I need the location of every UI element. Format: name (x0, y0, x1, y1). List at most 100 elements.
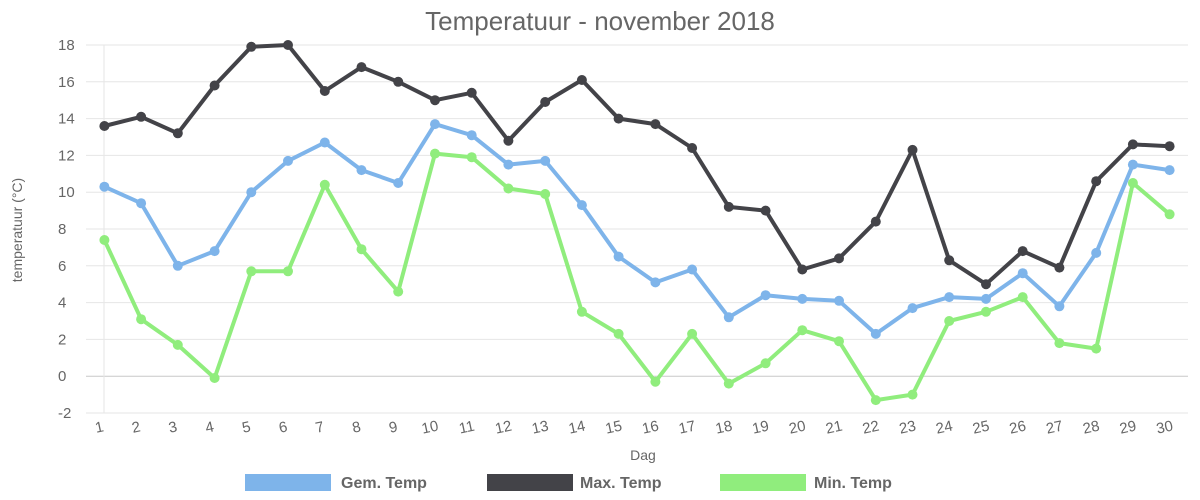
data-point[interactable] (687, 264, 698, 275)
data-point[interactable] (319, 86, 330, 96)
y-tick-label: 18 (58, 37, 75, 54)
data-point[interactable] (466, 152, 477, 163)
data-point[interactable] (1091, 247, 1102, 258)
data-point[interactable] (723, 201, 734, 212)
data-point[interactable] (209, 80, 220, 91)
data-point[interactable] (1054, 301, 1065, 312)
data-point[interactable] (356, 165, 367, 176)
data-point[interactable] (797, 264, 808, 275)
data-point[interactable] (723, 378, 734, 389)
data-point[interactable] (1017, 268, 1028, 279)
legend-item[interactable]: Min. Temp (720, 474, 892, 492)
data-point[interactable] (687, 328, 698, 339)
data-point[interactable] (246, 41, 257, 52)
data-point[interactable] (136, 198, 147, 209)
data-point[interactable] (870, 395, 881, 406)
data-point[interactable] (1054, 262, 1065, 273)
data-point[interactable] (981, 293, 991, 304)
x-tick-label: 6 (277, 418, 289, 436)
data-point[interactable] (172, 128, 183, 139)
data-point[interactable] (1127, 178, 1138, 188)
data-point[interactable] (576, 200, 587, 211)
data-point[interactable] (870, 328, 881, 339)
x-tick-label: 17 (677, 418, 697, 438)
data-point[interactable] (834, 336, 844, 347)
legend-item[interactable]: Gem. Temp (245, 474, 427, 492)
data-point[interactable] (503, 183, 514, 194)
data-point[interactable] (1127, 139, 1138, 150)
data-point[interactable] (760, 290, 771, 301)
data-point[interactable] (1164, 165, 1175, 176)
data-point[interactable] (650, 376, 661, 387)
data-point[interactable] (503, 135, 514, 146)
data-point[interactable] (246, 266, 257, 277)
data-point[interactable] (944, 292, 955, 303)
data-point[interactable] (430, 119, 440, 130)
data-point[interactable] (393, 76, 404, 87)
data-point[interactable] (1054, 338, 1065, 349)
data-point[interactable] (760, 205, 771, 216)
y-tick-label: 6 (58, 258, 66, 275)
data-point[interactable] (907, 389, 918, 400)
data-point[interactable] (1017, 246, 1028, 257)
data-point[interactable] (650, 119, 661, 130)
data-point[interactable] (1017, 292, 1028, 303)
data-point[interactable] (172, 260, 183, 271)
data-point[interactable] (576, 306, 587, 317)
data-point[interactable] (99, 235, 110, 245)
data-point[interactable] (283, 155, 293, 166)
data-point[interactable] (650, 277, 661, 288)
data-point[interactable] (503, 159, 514, 170)
data-point[interactable] (760, 358, 771, 369)
data-point[interactable] (136, 111, 147, 122)
data-point[interactable] (723, 312, 734, 323)
data-point[interactable] (430, 148, 440, 159)
data-point[interactable] (356, 62, 367, 73)
data-point[interactable] (797, 325, 808, 336)
data-point[interactable] (246, 187, 257, 198)
data-point[interactable] (981, 279, 991, 290)
data-point[interactable] (393, 286, 404, 297)
data-point[interactable] (613, 328, 624, 339)
data-point[interactable] (99, 181, 110, 192)
data-point[interactable] (99, 121, 110, 131)
data-point[interactable] (797, 293, 808, 304)
data-point[interactable] (393, 178, 404, 188)
data-point[interactable] (540, 155, 551, 166)
data-point[interactable] (1164, 209, 1175, 220)
data-point[interactable] (944, 316, 955, 326)
data-point[interactable] (430, 95, 440, 106)
data-point[interactable] (319, 137, 330, 148)
data-point[interactable] (209, 246, 220, 257)
data-point[interactable] (907, 144, 918, 155)
data-point[interactable] (834, 295, 844, 306)
data-point[interactable] (834, 253, 844, 264)
data-point[interactable] (944, 255, 955, 266)
data-point[interactable] (283, 40, 293, 50)
data-point[interactable] (613, 251, 624, 262)
data-point[interactable] (687, 143, 698, 153)
data-point[interactable] (981, 306, 991, 317)
data-point[interactable] (540, 189, 551, 199)
legend-swatch (245, 474, 331, 491)
data-point[interactable] (466, 130, 477, 141)
data-point[interactable] (1127, 159, 1138, 170)
data-point[interactable] (1091, 343, 1102, 354)
data-point[interactable] (540, 97, 551, 107)
data-point[interactable] (1164, 141, 1175, 152)
data-point[interactable] (1091, 176, 1102, 187)
data-point[interactable] (356, 244, 367, 255)
data-point[interactable] (319, 179, 330, 190)
data-point[interactable] (907, 303, 918, 314)
data-point[interactable] (283, 266, 293, 277)
data-point[interactable] (172, 339, 183, 350)
data-point[interactable] (870, 216, 881, 227)
legend-item[interactable]: Max. Temp (487, 474, 662, 492)
chart-title: Temperatuur - november 2018 (425, 6, 775, 36)
data-point[interactable] (209, 373, 220, 383)
data-point[interactable] (613, 113, 624, 124)
data-point[interactable] (466, 87, 477, 98)
data-point[interactable] (136, 314, 147, 325)
x-axis-ticks: 1 2 3 4 5 6 7 8 9 10 11 12 13 14 15 16 17 18 19 20 21 22 23 24 2… (94, 418, 1175, 438)
data-point[interactable] (576, 75, 587, 85)
